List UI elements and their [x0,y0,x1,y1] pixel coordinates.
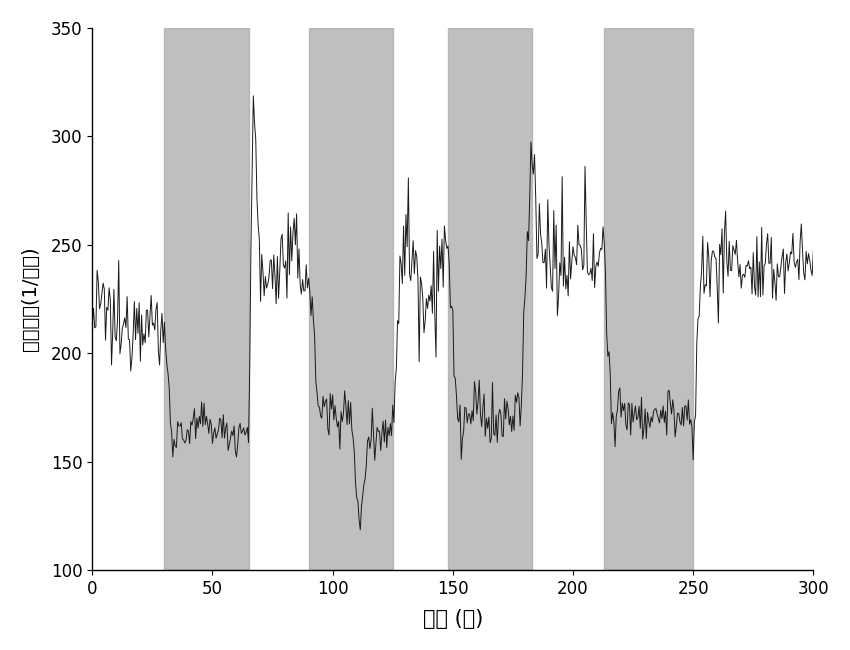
Y-axis label: 呼吸频率(1/分钟): 呼吸频率(1/分钟) [21,247,40,352]
Bar [448,28,532,570]
X-axis label: 时间 (秒): 时间 (秒) [422,609,483,629]
Bar [309,28,393,570]
Bar [164,28,248,570]
Bar [604,28,694,570]
